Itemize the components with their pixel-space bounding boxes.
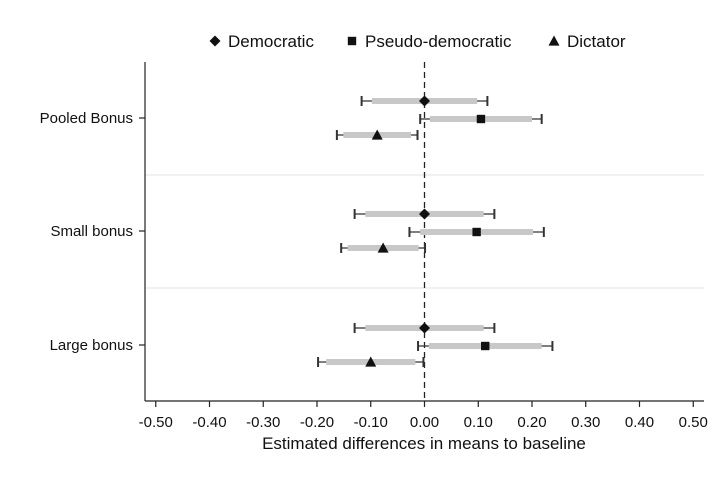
estimate-marker-triangle [365, 356, 377, 367]
x-tick-label: 0.20 [517, 414, 546, 431]
legend-marker-diamond [209, 35, 221, 47]
point-group-democratic-pooled-bonus [360, 95, 489, 107]
point-group-pseudo-democratic-large-bonus [417, 341, 554, 351]
point-group-dictator-pooled-bonus [335, 129, 419, 140]
legend-label: Democratic [228, 32, 314, 51]
point-group-dictator-small-bonus [340, 242, 427, 253]
data-marks [317, 95, 554, 367]
x-tick-label: -0.10 [354, 414, 388, 431]
x-tick-label: 0.50 [679, 414, 708, 431]
legend-item-democratic: Democratic [209, 32, 314, 51]
legend-label: Pseudo-democratic [365, 32, 512, 51]
legend-marker-square [347, 36, 357, 46]
estimate-marker-square [472, 227, 481, 237]
estimate-marker-square [481, 341, 490, 351]
point-group-pseudo-democratic-small-bonus [408, 227, 545, 237]
legend: Democratic Pseudo-democratic Dictator [209, 32, 626, 51]
x-axis-label: Estimated differences in means to baseli… [262, 434, 586, 453]
estimate-marker-triangle [377, 242, 389, 253]
y-tick-label-large-bonus: Large bonus [50, 337, 133, 354]
x-tick-label: -0.50 [139, 414, 173, 431]
estimate-marker-triangle [371, 129, 383, 140]
estimate-marker-square [476, 114, 486, 124]
y-tick-label-small-bonus: Small bonus [50, 223, 133, 240]
axes: -0.50 -0.40 -0.30 -0.20 -0.10 0.00 0.10 0.20 0.3… [40, 62, 708, 431]
y-tick-label-pooled-bonus: Pooled Bonus [40, 110, 133, 127]
x-tick-label: 0.40 [625, 414, 654, 431]
x-tick-label: -0.20 [300, 414, 334, 431]
estimate-marker-diamond [419, 322, 430, 334]
legend-item-dictator: Dictator [548, 32, 626, 51]
point-group-pseudo-democratic-pooled-bonus [419, 114, 543, 124]
point-group-democratic-large-bonus [353, 322, 496, 334]
legend-item-pseudo-democratic: Pseudo-democratic [347, 32, 512, 51]
x-tick-label: -0.40 [192, 414, 226, 431]
point-group-dictator-large-bonus [317, 356, 425, 367]
x-tick-label: 0.10 [464, 414, 493, 431]
point-group-democratic-small-bonus [353, 208, 496, 220]
estimate-marker-diamond [419, 208, 430, 220]
estimate-marker-diamond [419, 95, 430, 107]
x-tick-label: 0.30 [571, 414, 600, 431]
x-tick-label: -0.30 [246, 414, 280, 431]
legend-label: Dictator [567, 32, 626, 51]
legend-marker-triangle [548, 35, 560, 46]
x-tick-label: 0.00 [410, 414, 439, 431]
